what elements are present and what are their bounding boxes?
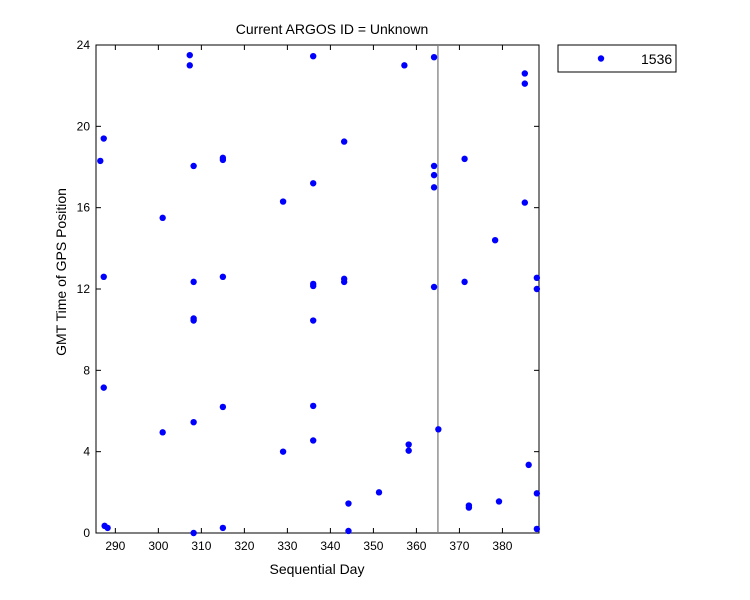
x-tick-label: 350 [363,539,383,553]
legend-box [557,44,677,73]
data-point [521,199,529,206]
data-point [309,317,317,324]
data-point [491,237,499,244]
data-point [340,278,348,286]
x-tick-label: 310 [191,539,211,553]
data-point [279,198,287,205]
y-tick-label: 0 [83,526,90,540]
data-point [159,214,166,222]
data-point [495,498,503,505]
data-point [100,273,107,280]
data-point [159,429,166,436]
data-point [405,441,412,448]
data-point [309,282,317,290]
data-point [100,384,107,391]
y-tick-label: 16 [77,201,91,215]
x-axis-label: Sequential Day [270,561,365,577]
x-tick-label: 320 [234,539,254,553]
axis-ticks: 290 300 310 320 330 340 350 360 370 380 0 4 8 12 16 20 2… [77,38,539,553]
data-point [190,529,197,537]
data-point [533,285,541,293]
x-tick-label: 340 [320,539,340,553]
data-point [219,273,227,280]
y-tick-label: 8 [83,363,90,377]
data-point [190,418,197,426]
data-point [190,278,197,286]
data-point [430,54,438,61]
data-point [340,138,348,145]
data-point [219,524,227,532]
data-point [190,162,197,170]
data-point [525,461,532,469]
legend-marker [597,55,605,62]
x-tick-label: 370 [449,539,469,553]
x-tick-label: 360 [406,539,426,553]
y-tick-label: 20 [77,119,91,133]
data-point [401,62,408,69]
x-tick-label: 330 [277,539,297,553]
data-point [309,437,317,444]
data-point [430,184,438,191]
data-point [521,80,529,87]
data-point [186,62,193,69]
data-point [461,278,468,286]
chart-title: Current ARGOS ID = Unknown [236,21,429,37]
y-axis-label: GMT Time of GPS Position [53,188,69,356]
data-point [219,403,227,411]
data-point [430,162,438,170]
data-point [219,156,227,164]
data-point [309,402,317,410]
data-point [190,317,197,324]
x-tick-label: 290 [105,539,125,553]
data-point [533,525,541,533]
data-point [533,490,541,497]
y-tick-label: 4 [83,445,90,459]
data-point [430,171,438,179]
x-tick-label: 300 [148,539,168,553]
data-point [309,52,317,60]
x-tick-label: 380 [492,539,512,553]
legend-label-1536: 1536 [641,51,672,67]
data-point [104,524,111,532]
data-point [405,447,412,454]
data-point [430,283,438,291]
data-point [435,426,442,433]
data-point [186,51,193,59]
data-point [533,274,541,282]
data-point [97,157,104,165]
data-point [521,70,529,77]
data-point [345,500,352,507]
data-points [97,51,541,537]
data-point [465,504,473,511]
data-point [461,155,468,163]
data-point [375,489,383,496]
data-point [279,448,287,455]
data-point [309,180,317,187]
data-point [100,135,107,142]
y-tick-label: 12 [77,282,91,296]
legend: 1536 [557,44,677,73]
y-tick-label: 24 [77,38,91,52]
plot-area-frame [95,44,540,534]
data-point [345,527,352,535]
